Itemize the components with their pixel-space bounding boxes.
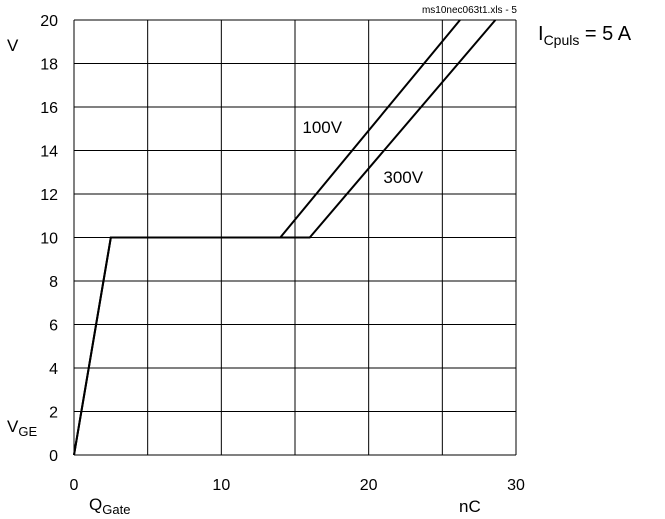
series-label-100v: 100V	[302, 118, 342, 137]
condition-rest: = 5 A	[579, 23, 631, 45]
y-tick-label: 18	[40, 57, 58, 74]
x-axis-label-main: Q	[89, 495, 102, 514]
x-tick-label: 20	[360, 477, 378, 494]
y-axis-label-sub: GE	[18, 424, 37, 439]
x-tick-label: 30	[507, 477, 525, 494]
y-unit-label: V	[7, 36, 19, 55]
x-unit-label: nC	[459, 497, 481, 516]
y-axis-label: VGE	[7, 417, 37, 439]
condition-main: I	[538, 23, 544, 45]
y-tick-label: 12	[40, 187, 58, 204]
y-tick-label: 20	[40, 13, 58, 30]
y-tick-label: 8	[49, 274, 58, 291]
y-tick-label: 0	[49, 448, 58, 465]
x-tick-label: 10	[212, 477, 230, 494]
y-tick-label: 2	[49, 405, 58, 422]
x-axis-label-sub: Gate	[102, 502, 130, 517]
x-axis-label: QGate	[89, 495, 130, 517]
y-tick-label: 6	[49, 318, 58, 335]
y-tick-label: 14	[40, 144, 58, 161]
series-label-300v: 300V	[383, 168, 423, 187]
y-tick-label: 10	[40, 231, 58, 248]
series-line-300v	[73, 19, 497, 456]
series-group: 100V 300V	[73, 19, 497, 456]
y-tick-label: 4	[49, 361, 58, 378]
y-axis-label-main: V	[7, 417, 19, 436]
file-label: ms10nec063t1.xls - 5	[422, 5, 517, 16]
y-tick-label: 16	[40, 100, 58, 117]
condition-sub: Cpuls	[544, 32, 580, 48]
x-tick-label: 0	[70, 477, 79, 494]
tick-labels: 0 2 4 6 8 10 12 14 16 18 20 0 10 20 30	[40, 13, 525, 494]
condition-label: ICpuls = 5 A	[538, 23, 632, 48]
